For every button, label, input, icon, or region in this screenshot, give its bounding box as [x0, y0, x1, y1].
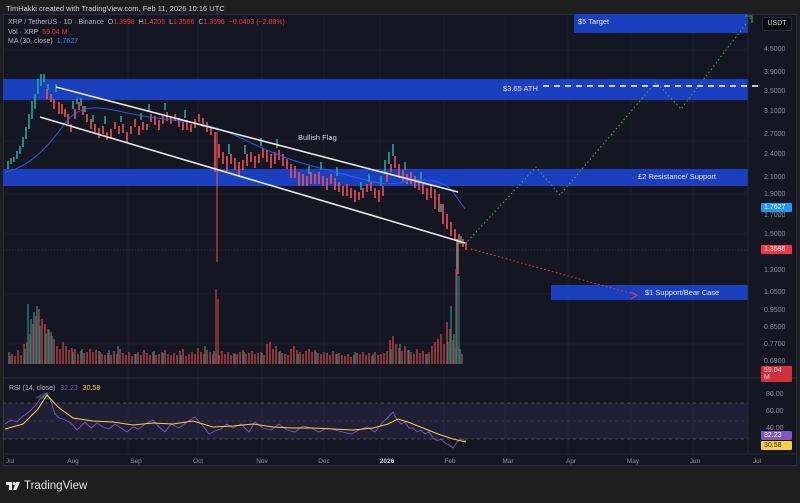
high-value: 1.4205	[143, 19, 166, 26]
bear-projection	[470, 248, 638, 296]
chart-legend: XRP / TetherUS · 1D · Binance O1.3998 H1…	[8, 18, 285, 47]
bullish-flag-label[interactable]: Bullish Flag	[298, 133, 337, 142]
resistance-label[interactable]: £2 Resistance/ Support	[638, 172, 716, 181]
chart-canvas[interactable]	[3, 14, 797, 466]
rsi-line	[4, 392, 467, 449]
volume-value: 59.04 M	[42, 28, 68, 36]
rsi-ma-value: 30.58	[82, 385, 101, 392]
resistance-zone[interactable]	[3, 169, 748, 186]
ma-row: MA (30, close) 1.7627	[8, 38, 79, 45]
ath-label[interactable]: $3.65 ATH	[503, 84, 538, 93]
footer-brand[interactable]: TradingView	[6, 480, 87, 492]
attribution-text: TimHakki created with TradingView.com, F…	[6, 4, 225, 13]
symbol-label[interactable]: XRP / TetherUS · 1D · Binance	[8, 19, 104, 26]
currency-button[interactable]: USDT	[762, 17, 792, 31]
low-value: 1.3566	[172, 19, 195, 26]
volume-row: Vol · XRP 59.04 M	[8, 28, 68, 36]
rsi-legend: RSI (14, close) 32.23 30.58	[9, 385, 100, 392]
rsi-ma-tag: 30.58	[761, 441, 792, 450]
close-value: 1.3596	[203, 19, 225, 26]
target-zone[interactable]	[574, 14, 748, 33]
ma-value: 1.7627	[56, 38, 79, 45]
rsi-value: 32.23	[60, 385, 78, 392]
tradingview-logo-icon	[6, 482, 20, 490]
channel-lower-line	[39, 116, 466, 244]
volume-bars	[8, 269, 463, 364]
change-value: −0.0403 (−2.88%)	[228, 19, 285, 26]
ohlc-row: XRP / TetherUS · 1D · Binance O1.3998 H1…	[8, 19, 285, 26]
support-label[interactable]: $1 Support/Bear Case	[645, 288, 720, 297]
rsi-tag: 32.23	[761, 431, 792, 440]
support-zone[interactable]	[551, 285, 748, 300]
ath-zone[interactable]	[3, 79, 748, 100]
bull-arrow-icon	[745, 15, 753, 23]
channel-upper-line	[55, 86, 459, 193]
brand-name: TradingView	[24, 480, 88, 492]
ma-price-tag: 1.7627	[761, 203, 792, 212]
volume-tag: 59.04 M	[761, 366, 792, 382]
open-value: 1.3998	[113, 19, 135, 26]
ma-line	[4, 107, 466, 210]
rsi-ma-line	[4, 394, 467, 443]
current-price-tag: 1.3596	[761, 245, 792, 254]
target-label[interactable]: $5 Target	[578, 17, 610, 26]
rsi-label[interactable]: RSI (14, close)	[9, 385, 56, 392]
bear-arrow-icon	[630, 291, 638, 300]
attribution-bar: TimHakki created with TradingView.com, F…	[0, 0, 800, 14]
